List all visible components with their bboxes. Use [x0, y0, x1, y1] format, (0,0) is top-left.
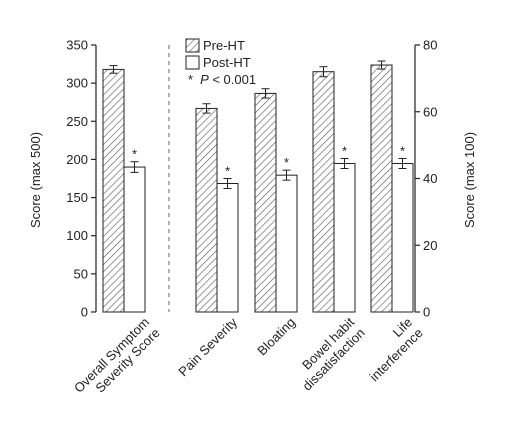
category-label: Lifeinterference — [356, 315, 426, 385]
left-tick-label: 100 — [66, 228, 88, 243]
legend: Pre-HT Post-HT * P < 0.001 — [185, 38, 256, 87]
bar-post-ht-3 — [333, 162, 356, 313]
right-tick-label: 0 — [423, 305, 430, 320]
legend-note-rest: < 0.001 — [209, 72, 256, 87]
legend-swatch-pre-ht — [185, 38, 200, 53]
right-tick-label: 80 — [423, 38, 437, 53]
category-labels: Overall SymptomSeverity Score Pain Severi… — [71, 314, 426, 407]
category-label: Bloating — [254, 315, 298, 359]
left-tick-label: 300 — [66, 76, 88, 91]
bar-pre-ht-1 — [195, 107, 218, 313]
legend-significance-note: * P < 0.001 — [188, 72, 256, 87]
bar-pre-ht-3 — [312, 71, 335, 313]
category-label-line: Bloating — [254, 315, 298, 359]
bar-post-ht-0 — [123, 166, 146, 313]
bars: * * * * * — [102, 60, 414, 313]
right-tick-label: 40 — [423, 171, 437, 186]
right-axis: 0 20 40 60 80 Score (max 100) — [414, 38, 477, 320]
left-axis: 0 50 100 150 200 250 300 350 Score (max 500) — [28, 38, 97, 320]
left-tick-label: 0 — [81, 305, 88, 320]
significance-star: * — [284, 155, 289, 170]
significance-star: * — [132, 147, 137, 162]
legend-note-p: P — [200, 72, 209, 87]
left-axis-label: Score (max 500) — [28, 132, 43, 228]
category-label: Overall SymptomSeverity Score — [71, 315, 163, 407]
bar-post-ht-2 — [275, 174, 298, 313]
bar-pre-ht-2 — [254, 92, 277, 313]
category-label-line: Pain Severity — [175, 314, 240, 379]
left-tick-label: 250 — [66, 114, 88, 129]
legend-label-post-ht: Post-HT — [203, 55, 251, 70]
significance-star: * — [400, 143, 405, 158]
left-tick-label: 350 — [66, 38, 88, 53]
legend-swatch-post-ht — [185, 55, 200, 70]
left-tick-label: 200 — [66, 152, 88, 167]
left-axis-ticks: 0 50 100 150 200 250 300 350 — [66, 38, 96, 320]
left-tick-label: 150 — [66, 190, 88, 205]
legend-note-marker: * — [188, 72, 193, 87]
bar-post-ht-1 — [216, 183, 239, 313]
left-tick-label: 50 — [74, 266, 88, 281]
bar-post-ht-4 — [391, 162, 414, 313]
bar-pre-ht-4 — [370, 64, 393, 313]
right-tick-label: 60 — [423, 104, 437, 119]
right-axis-ticks: 0 20 40 60 80 — [415, 38, 437, 320]
right-axis-label: Score (max 100) — [462, 132, 477, 228]
significance-star: * — [225, 164, 230, 179]
category-label: Bowel habitdissatisfaction — [289, 314, 368, 393]
category-label: Pain Severity — [175, 314, 240, 379]
legend-label-pre-ht: Pre-HT — [203, 38, 245, 53]
bar-pre-ht-0 — [102, 68, 125, 313]
significance-star: * — [342, 143, 347, 158]
right-tick-label: 20 — [423, 238, 437, 253]
